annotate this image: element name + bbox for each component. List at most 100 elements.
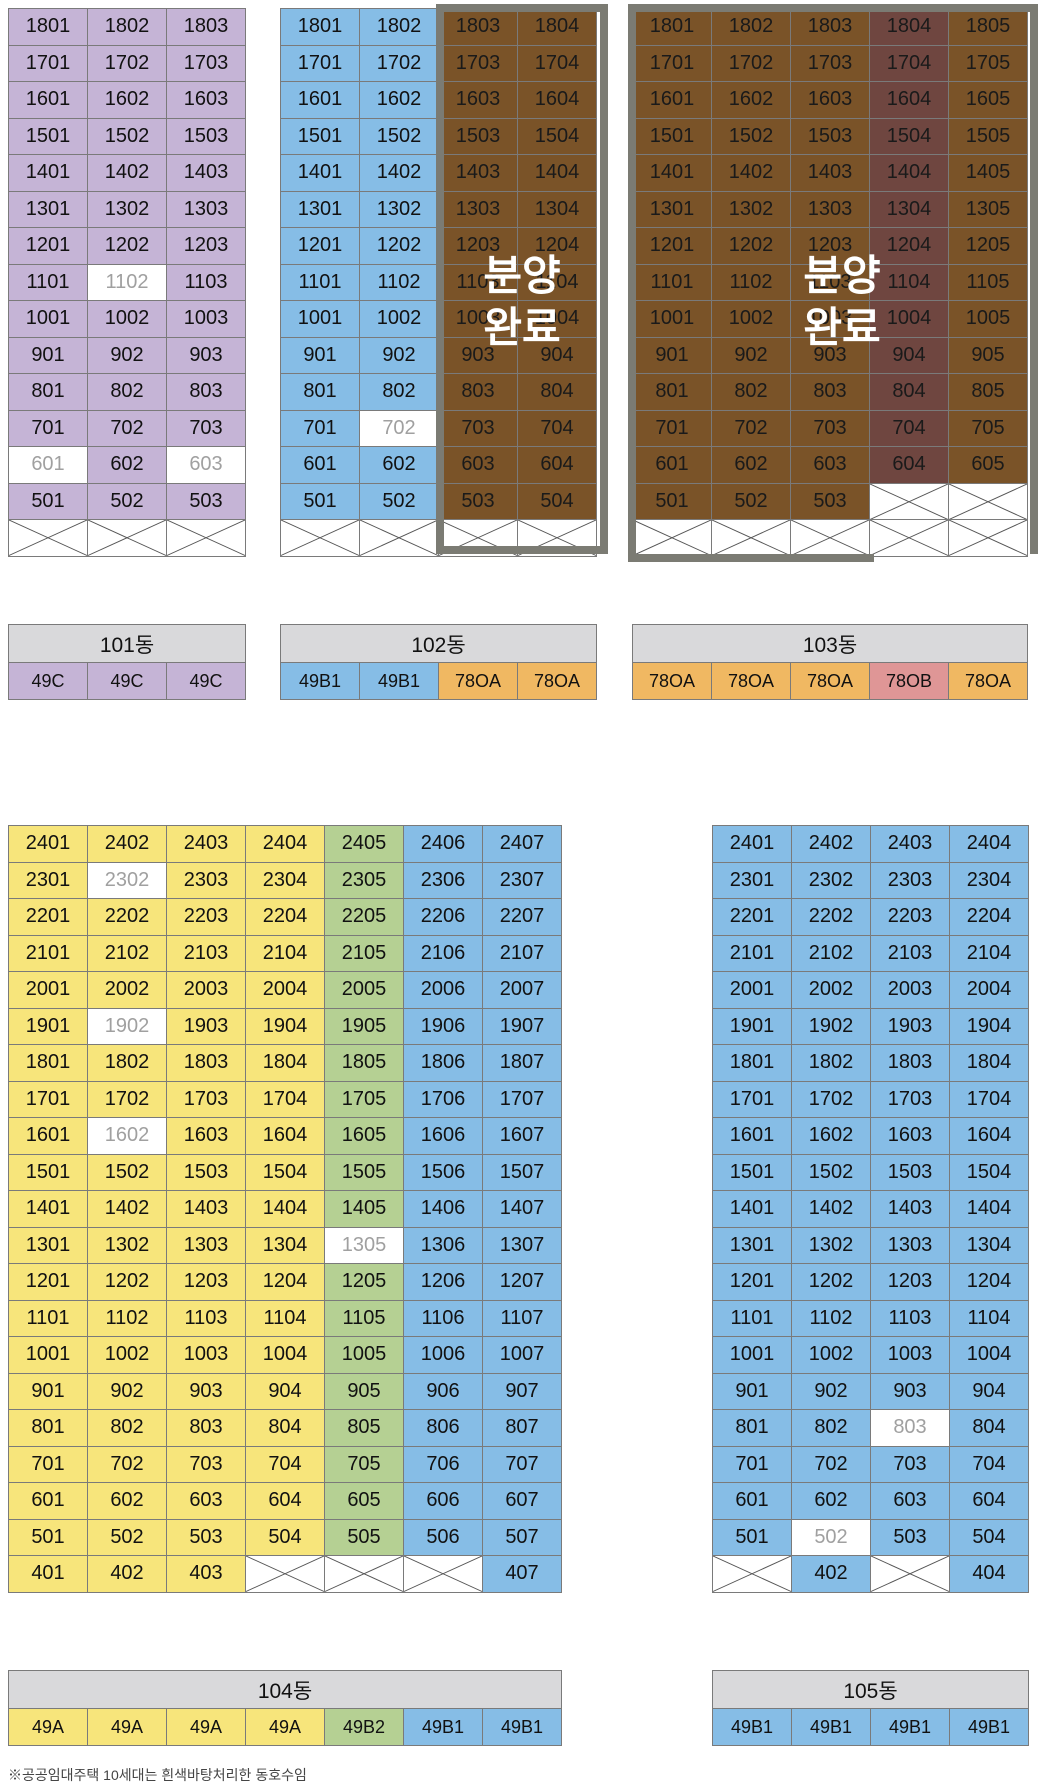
unit-cell[interactable]: 1204 xyxy=(949,1263,1029,1301)
unit-cell[interactable]: 705 xyxy=(948,409,1028,447)
unit-cell[interactable]: 1001 xyxy=(712,1336,792,1374)
unit-cell[interactable]: 1002 xyxy=(359,300,439,338)
unit-cell[interactable]: 1703 xyxy=(790,44,870,82)
unit-cell[interactable]: 1203 xyxy=(870,1263,950,1301)
unit-cell[interactable]: 1503 xyxy=(166,1153,246,1191)
unit-cell[interactable]: 1301 xyxy=(632,190,712,228)
unit-cell[interactable]: 801 xyxy=(8,1409,88,1447)
unit-cell[interactable]: 2003 xyxy=(870,971,950,1009)
unit-cell[interactable]: 507 xyxy=(482,1518,562,1556)
unit-cell[interactable]: 1404 xyxy=(869,154,949,192)
unit-cell[interactable]: 2305 xyxy=(324,861,404,899)
unit-cell[interactable]: 1104 xyxy=(517,263,597,301)
unit-cell[interactable]: 1501 xyxy=(632,117,712,155)
unit-cell[interactable]: 2107 xyxy=(482,934,562,972)
unit-cell[interactable]: 2101 xyxy=(712,934,792,972)
unit-cell[interactable]: 1604 xyxy=(869,81,949,119)
unit-cell[interactable]: 2102 xyxy=(87,934,167,972)
unit-cell[interactable]: 1904 xyxy=(245,1007,325,1045)
unit-cell[interactable]: 1704 xyxy=(245,1080,325,1118)
unit-cell[interactable]: 1904 xyxy=(949,1007,1029,1045)
unit-cell[interactable]: 702 xyxy=(87,409,167,447)
unit-cell[interactable]: 1304 xyxy=(245,1226,325,1264)
unit-cell[interactable]: 905 xyxy=(324,1372,404,1410)
unit-cell[interactable]: 1804 xyxy=(517,8,597,46)
unit-cell[interactable]: 603 xyxy=(166,1482,246,1520)
unit-cell[interactable]: 1803 xyxy=(166,1044,246,1082)
unit-cell[interactable]: 601 xyxy=(712,1482,792,1520)
unit-cell[interactable]: 904 xyxy=(949,1372,1029,1410)
unit-cell[interactable]: 504 xyxy=(517,482,597,520)
unit-cell[interactable]: 1505 xyxy=(948,117,1028,155)
unit-cell[interactable]: 1403 xyxy=(790,154,870,192)
unit-cell[interactable]: 1401 xyxy=(8,1190,88,1228)
unit-cell[interactable]: 503 xyxy=(790,482,870,520)
unit-cell[interactable]: 1004 xyxy=(869,300,949,338)
unit-cell[interactable]: 2102 xyxy=(791,934,871,972)
unit-cell[interactable]: 1706 xyxy=(403,1080,483,1118)
unit-cell[interactable]: 1701 xyxy=(280,44,360,82)
unit-cell[interactable]: 902 xyxy=(791,1372,871,1410)
unit-cell[interactable]: 1602 xyxy=(87,81,167,119)
unit-cell[interactable]: 404 xyxy=(949,1555,1029,1593)
unit-cell[interactable]: 903 xyxy=(790,336,870,374)
unit-cell[interactable]: 1202 xyxy=(87,1263,167,1301)
unit-cell[interactable]: 1802 xyxy=(791,1044,871,1082)
unit-cell[interactable]: 1702 xyxy=(87,1080,167,1118)
unit-cell[interactable]: 801 xyxy=(8,373,88,411)
unit-cell[interactable]: 1503 xyxy=(790,117,870,155)
unit-cell[interactable]: 605 xyxy=(324,1482,404,1520)
unit-cell[interactable]: 1001 xyxy=(280,300,360,338)
unit-cell[interactable]: 1402 xyxy=(791,1190,871,1228)
unit-cell[interactable]: 1601 xyxy=(8,1117,88,1155)
unit-cell[interactable]: 1002 xyxy=(711,300,791,338)
unit-cell[interactable]: 1703 xyxy=(166,1080,246,1118)
unit-cell[interactable]: 2203 xyxy=(870,898,950,936)
unit-cell[interactable]: 1701 xyxy=(632,44,712,82)
unit-cell[interactable]: 702 xyxy=(359,409,439,447)
unit-cell[interactable]: 1804 xyxy=(869,8,949,46)
unit-cell[interactable]: 701 xyxy=(8,409,88,447)
unit-cell[interactable]: 1007 xyxy=(482,1336,562,1374)
unit-cell[interactable]: 2201 xyxy=(712,898,792,936)
unit-cell[interactable]: 1504 xyxy=(949,1153,1029,1191)
unit-cell[interactable]: 2204 xyxy=(949,898,1029,936)
unit-cell[interactable]: 1102 xyxy=(359,263,439,301)
unit-cell[interactable]: 502 xyxy=(359,482,439,520)
unit-cell[interactable]: 1304 xyxy=(517,190,597,228)
unit-cell[interactable]: 1204 xyxy=(517,227,597,265)
unit-cell[interactable]: 603 xyxy=(790,446,870,484)
unit-cell[interactable]: 1901 xyxy=(712,1007,792,1045)
unit-cell[interactable]: 1305 xyxy=(324,1226,404,1264)
unit-cell[interactable]: 1803 xyxy=(438,8,518,46)
unit-cell[interactable]: 1101 xyxy=(280,263,360,301)
unit-cell[interactable]: 1003 xyxy=(438,300,518,338)
unit-cell[interactable]: 2404 xyxy=(949,825,1029,863)
unit-cell[interactable]: 501 xyxy=(8,482,88,520)
unit-cell[interactable]: 804 xyxy=(869,373,949,411)
unit-cell[interactable]: 2402 xyxy=(87,825,167,863)
unit-cell[interactable]: 704 xyxy=(869,409,949,447)
unit-cell[interactable]: 1702 xyxy=(87,44,167,82)
unit-cell[interactable]: 1607 xyxy=(482,1117,562,1155)
unit-cell[interactable]: 2402 xyxy=(791,825,871,863)
unit-cell[interactable]: 704 xyxy=(245,1445,325,1483)
unit-cell[interactable]: 1202 xyxy=(359,227,439,265)
unit-cell[interactable]: 1905 xyxy=(324,1007,404,1045)
unit-cell[interactable]: 1002 xyxy=(87,1336,167,1374)
unit-cell[interactable]: 1102 xyxy=(791,1299,871,1337)
unit-cell[interactable]: 1307 xyxy=(482,1226,562,1264)
unit-cell[interactable]: 701 xyxy=(712,1445,792,1483)
unit-cell[interactable]: 804 xyxy=(245,1409,325,1447)
unit-cell[interactable]: 2203 xyxy=(166,898,246,936)
unit-cell[interactable]: 1603 xyxy=(166,1117,246,1155)
unit-cell[interactable]: 1704 xyxy=(869,44,949,82)
unit-cell[interactable]: 2406 xyxy=(403,825,483,863)
unit-cell[interactable]: 2205 xyxy=(324,898,404,936)
unit-cell[interactable]: 2303 xyxy=(166,861,246,899)
unit-cell[interactable]: 2401 xyxy=(8,825,88,863)
unit-cell[interactable]: 807 xyxy=(482,1409,562,1447)
unit-cell[interactable]: 1003 xyxy=(166,300,246,338)
unit-cell[interactable]: 1503 xyxy=(870,1153,950,1191)
unit-cell[interactable]: 2301 xyxy=(8,861,88,899)
